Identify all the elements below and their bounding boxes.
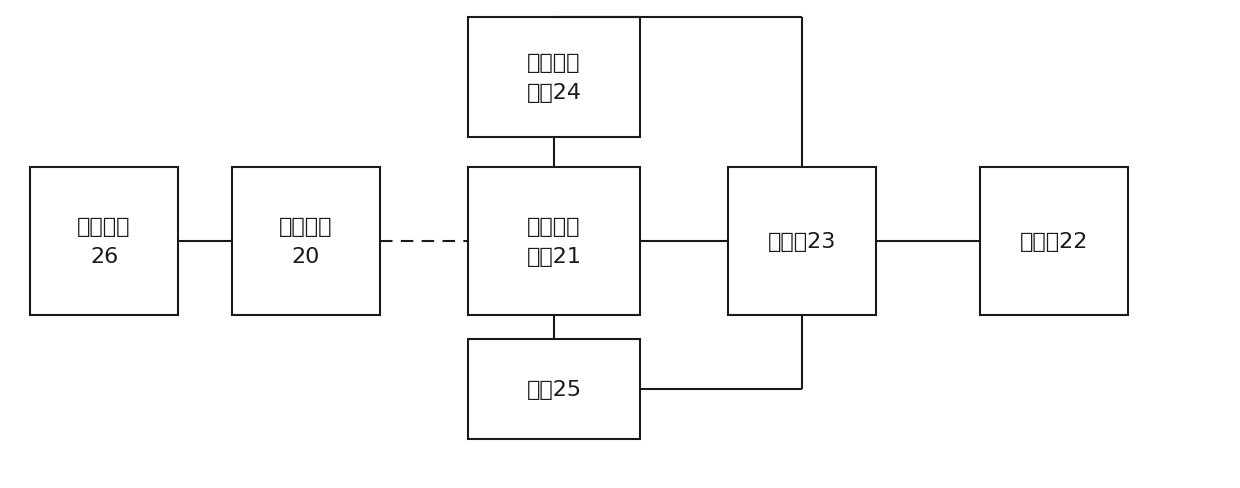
Bar: [728, 168, 875, 315]
Bar: [467, 339, 640, 439]
Text: 处理器23: 处理器23: [768, 231, 836, 251]
Bar: [232, 168, 379, 315]
Bar: [467, 168, 640, 315]
Text: 图像获取
装置21: 图像获取 装置21: [527, 217, 582, 266]
Text: 云台25: 云台25: [527, 379, 582, 399]
Text: 存储器22: 存储器22: [1019, 231, 1089, 251]
Bar: [980, 168, 1128, 315]
Bar: [30, 168, 179, 315]
Text: 激光测距
装置24: 激光测距 装置24: [527, 53, 582, 102]
Bar: [467, 18, 640, 138]
Text: 固定装置
26: 固定装置 26: [77, 217, 130, 266]
Text: 电缆主体
20: 电缆主体 20: [279, 217, 332, 266]
